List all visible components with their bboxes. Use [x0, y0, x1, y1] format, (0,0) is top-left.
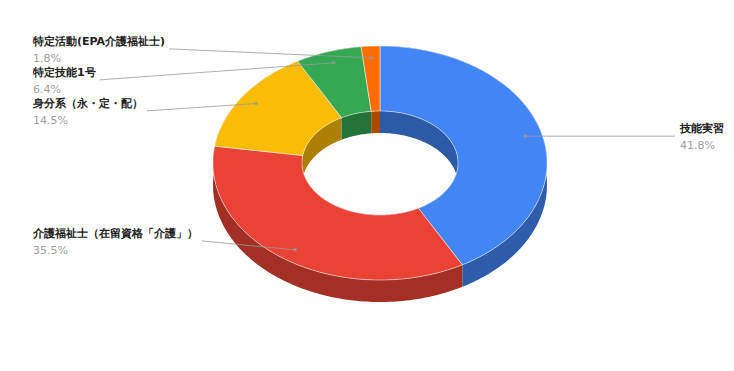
slice-inner-wall: [371, 111, 380, 133]
labels: 技能実習 41.8% 特定活動(EPA介護福祉士) 1.8%特定技能1号 6.4%身分系…: [32, 35, 724, 257]
leader-line: [100, 63, 334, 80]
leader-line: [202, 241, 295, 250]
slices: [213, 46, 547, 280]
category-label: 身分系（永・定・配）: [32, 97, 143, 110]
value-label: 35.5%: [33, 244, 68, 257]
value-label: 6.4%: [33, 83, 61, 96]
category-label: 技能実習: [679, 122, 724, 135]
leader-line: [147, 104, 256, 111]
category-label: 特定技能1号: [32, 66, 96, 79]
leader-dot: [524, 134, 528, 138]
category-label: 介護福祉士（在留資格「介護」）: [32, 227, 198, 240]
leader-dot: [293, 248, 297, 252]
leader-line: [169, 49, 371, 58]
leader-dot: [370, 56, 374, 60]
category-label: 特定活動(EPA介護福祉士): [32, 35, 165, 48]
value-label: 1.8%: [33, 52, 61, 65]
slice: [213, 146, 462, 280]
slice: [361, 46, 380, 111]
value-label: 41.8%: [680, 139, 715, 152]
leader-dot: [254, 102, 258, 106]
chart: 技能実習 41.8% 特定活動(EPA介護福祉士) 1.8%特定技能1号 6.4%身分系…: [0, 0, 734, 371]
leader-dot: [332, 61, 336, 65]
slice-outer-wall: [213, 146, 462, 302]
value-label: 14.5%: [33, 114, 68, 127]
slice-walls: [213, 46, 547, 302]
leader-line: [525, 136, 675, 137]
